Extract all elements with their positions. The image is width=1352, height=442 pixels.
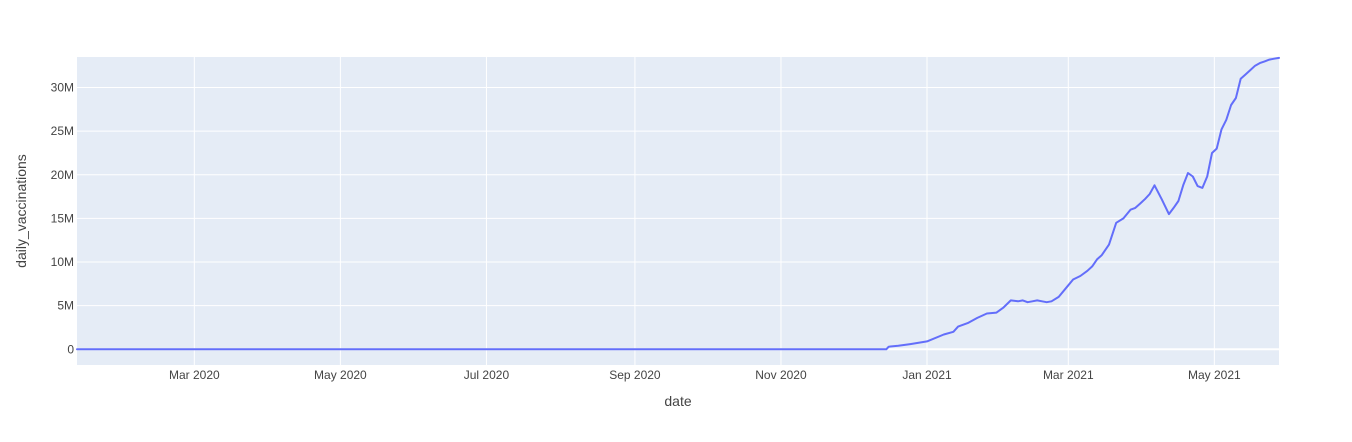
x-tick-label: Sep 2020 bbox=[609, 368, 661, 382]
y-tick-label: 0 bbox=[67, 342, 74, 356]
x-tick-label: May 2021 bbox=[1188, 368, 1241, 382]
x-tick-label: Jul 2020 bbox=[464, 368, 510, 382]
y-tick-label: 15M bbox=[51, 211, 74, 225]
x-tick-label: Mar 2020 bbox=[169, 368, 220, 382]
y-axis-title: daily_vaccinations bbox=[13, 154, 29, 268]
x-axis-title: date bbox=[664, 393, 691, 409]
series-line bbox=[76, 56, 1280, 351]
axis-ticks: Mar 2020 May 2020 Jul 2020 Sep 2020 Nov 2020… bbox=[51, 81, 1241, 382]
series-lines bbox=[76, 56, 1280, 351]
y-tick-label: 30M bbox=[51, 81, 74, 95]
x-tick-label: May 2020 bbox=[314, 368, 367, 382]
y-tick-label: 5M bbox=[57, 299, 74, 313]
x-tick-label: Nov 2020 bbox=[755, 368, 807, 382]
y-tick-label: 10M bbox=[51, 255, 74, 269]
y-tick-label: 25M bbox=[51, 124, 74, 138]
x-tick-label: Jan 2021 bbox=[902, 368, 952, 382]
plot-background bbox=[77, 57, 1279, 365]
x-tick-label: Mar 2021 bbox=[1043, 368, 1094, 382]
y-tick-label: 20M bbox=[51, 168, 74, 182]
